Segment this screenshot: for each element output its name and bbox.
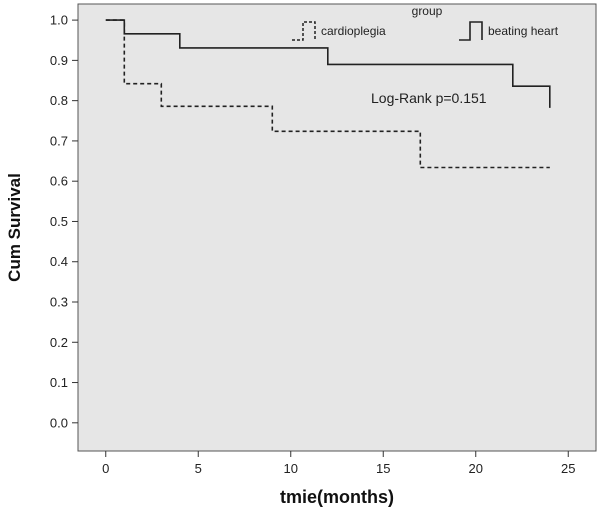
legend-label-cardioplegia: cardioplegia (321, 24, 386, 38)
y-tick-label: 0.0 (50, 415, 68, 430)
survival-curves (105, 19, 551, 169)
x-tick-label: 20 (469, 461, 483, 476)
y-tick-label: 0.1 (50, 375, 68, 390)
y-tick-label: 0.3 (50, 295, 68, 310)
y-tick-label: 0.8 (50, 93, 68, 108)
plot-area (77, 3, 597, 452)
x-tick-label: 25 (561, 461, 575, 476)
y-tick-label: 0.9 (50, 53, 68, 68)
y-tick-label: 0.4 (50, 254, 68, 269)
y-tick-label: 0.5 (50, 214, 68, 229)
x-tick-label: 10 (284, 461, 298, 476)
x-tick-label: 15 (376, 461, 390, 476)
series-line-beating-heart (105, 19, 551, 108)
y-tick-label: 0.2 (50, 335, 68, 350)
y-tick-label: 1.0 (50, 13, 68, 28)
x-axis-title: tmie(months) (280, 487, 394, 507)
legend-title: group (412, 4, 443, 18)
legend-symbol-cardioplegia (292, 21, 316, 41)
x-tick-label: 5 (195, 461, 202, 476)
y-tick-label: 0.6 (50, 174, 68, 189)
log-rank-annotation: Log-Rank p=0.151 (371, 90, 487, 106)
legend-symbol-beating-heart (459, 21, 483, 41)
y-tick-label: 0.7 (50, 133, 68, 148)
x-tick-label: 0 (102, 461, 109, 476)
legend: group cardioplegia beating heart (292, 4, 559, 41)
series-line-cardioplegia (105, 19, 550, 169)
y-axis-title: Cum Survival (5, 173, 24, 282)
y-axis: 0.0 0.1 0.2 0.3 0.4 0.5 0.6 0.7 0.8 0.9 1.0 (50, 13, 78, 430)
legend-label-beating-heart: beating heart (488, 24, 559, 38)
x-axis: 0 5 10 15 20 25 (102, 451, 575, 476)
